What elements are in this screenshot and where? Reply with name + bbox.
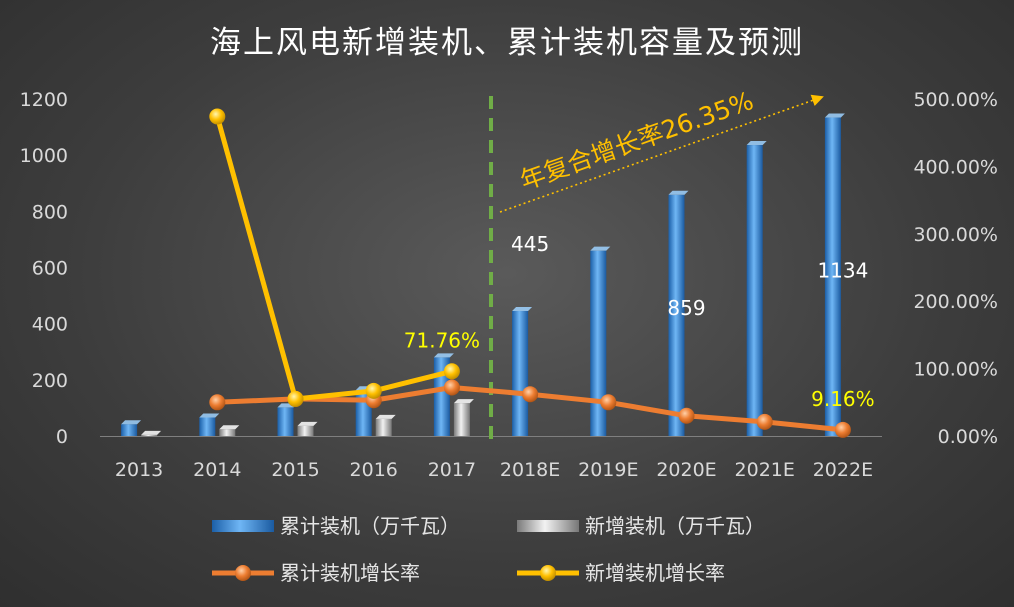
new-growth-point — [443, 363, 460, 380]
chart-title: 海上风电新增装机、累计装机容量及预测 — [210, 25, 804, 61]
y2-tick-label: 100.00% — [913, 359, 998, 381]
y-tick-label: 1200 — [20, 89, 68, 111]
bar-new-cap — [453, 399, 474, 404]
data-label: 9.16% — [811, 387, 875, 411]
y-tick-label: 600 — [32, 258, 68, 280]
y2-tick-label: 0.00% — [938, 426, 998, 448]
data-label: 859 — [667, 296, 705, 320]
bar-new — [141, 434, 158, 436]
bar-new-cap — [219, 425, 240, 430]
legend-cumulative: 累计装机（万千瓦） — [212, 514, 460, 538]
new-growth-line — [214, 115, 453, 402]
y2-tick-label: 500.00% — [913, 89, 998, 111]
legend-swatch — [517, 520, 579, 532]
cagr-arrow — [499, 94, 824, 213]
bar-cumulative — [277, 407, 294, 436]
y-axis-left: 0 200 400 600 800 1000 1200 — [20, 89, 68, 448]
bar-cumulative-cap — [199, 413, 220, 418]
bar-cumulative-cap — [824, 113, 845, 118]
y-tick-label: 400 — [32, 314, 68, 336]
y-tick-label: 0 — [56, 426, 68, 448]
x-tick-label: 2022E — [813, 459, 873, 481]
legend-swatch — [212, 520, 274, 532]
legend-swatch-dot — [235, 565, 251, 581]
x-tick-label: 2017 — [428, 459, 476, 481]
bar-new — [453, 403, 470, 436]
bar-cumulative-cap — [746, 141, 767, 146]
bar-new — [297, 425, 314, 436]
data-labels-layer: 445 859 1134 71.76% 9.16% — [404, 232, 875, 411]
cumulative-growth-point — [522, 386, 539, 403]
legend-cumulative-growth: 累计装机增长率 — [212, 561, 420, 585]
cumulative-growth-point — [678, 407, 695, 424]
y2-tick-label: 300.00% — [913, 224, 998, 246]
bar-new — [219, 429, 236, 436]
new-growth-point — [365, 382, 382, 399]
legend: 累计装机（万千瓦） 新增装机（万千瓦） 累计装机增长率 新增装机增长率 — [212, 514, 765, 585]
bar-cumulative-cap — [512, 307, 533, 312]
legend-label: 累计装机（万千瓦） — [280, 514, 460, 538]
cagr-label: 年复合增长率26.35% — [516, 86, 757, 196]
legend-new: 新增装机（万千瓦） — [517, 514, 765, 538]
bar-cumulative-cap — [590, 246, 611, 251]
bar-cumulative-cap — [121, 420, 142, 425]
legend-new-growth: 新增装机增长率 — [517, 561, 725, 585]
new-growth-point — [209, 108, 226, 125]
x-axis: 2013 2014 2015 2016 2017 2018E 2019E 2020E 2021E… — [100, 436, 882, 481]
y-tick-label: 200 — [32, 370, 68, 392]
x-tick-label: 2013 — [115, 459, 163, 481]
lines-layer — [209, 108, 851, 438]
bar-new-cap — [375, 414, 396, 419]
legend-label: 新增装机增长率 — [585, 561, 725, 585]
cumulative-growth-point — [834, 421, 851, 438]
cumulative-growth-point — [756, 413, 773, 430]
y-tick-label: 1000 — [20, 145, 68, 167]
legend-label: 累计装机增长率 — [280, 561, 420, 585]
x-tick-label: 2018E — [500, 459, 560, 481]
bar-cumulative — [199, 417, 216, 436]
cagr-annotation: 年复合增长率26.35% — [499, 86, 824, 213]
bar-cumulative — [590, 250, 607, 436]
y2-tick-label: 200.00% — [913, 291, 998, 313]
x-tick-label: 2016 — [350, 459, 398, 481]
data-label: 1134 — [817, 259, 868, 283]
y-axis-right: 0.00% 100.00% 200.00% 300.00% 400.00% 500.00% — [913, 89, 998, 448]
cumulative-growth-point — [209, 394, 226, 411]
y-tick-label: 800 — [32, 201, 68, 223]
legend-label: 新增装机（万千瓦） — [585, 514, 765, 538]
cumulative-growth-point — [443, 379, 460, 396]
y2-tick-label: 400.00% — [913, 156, 998, 178]
bar-new — [375, 418, 392, 436]
x-tick-label: 2020E — [656, 459, 716, 481]
bar-cumulative-cap — [668, 190, 689, 195]
bar-new-cap — [141, 430, 162, 435]
bar-cumulative — [512, 311, 529, 436]
bar-cumulative — [121, 424, 138, 436]
legend-swatch-dot — [540, 565, 556, 581]
data-label: 71.76% — [404, 328, 480, 352]
bar-new-cap — [297, 421, 318, 426]
bar-cumulative — [668, 194, 685, 436]
x-tick-label: 2015 — [271, 459, 319, 481]
x-tick-label: 2021E — [735, 459, 795, 481]
bar-cumulative — [824, 117, 841, 436]
data-label: 445 — [511, 232, 549, 256]
x-tick-label: 2019E — [578, 459, 638, 481]
new-growth-point — [287, 390, 304, 407]
x-tick-label: 2014 — [193, 459, 241, 481]
cumulative-growth-point — [600, 394, 617, 411]
bar-cumulative — [746, 145, 763, 436]
bar-cumulative-cap — [433, 353, 454, 358]
